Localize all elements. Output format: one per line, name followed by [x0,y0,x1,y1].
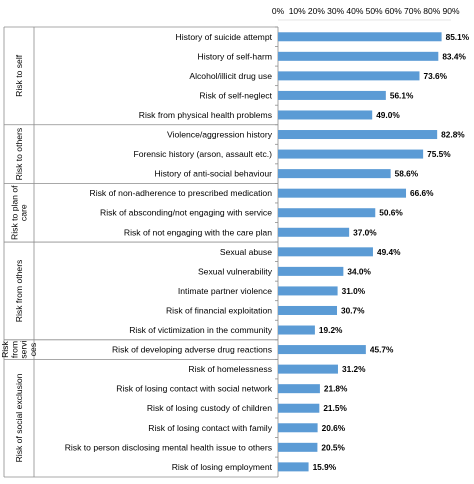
bar [278,384,320,394]
x-tick-label: 50% [366,6,383,16]
value-label: 73.6% [423,71,447,81]
category-label: Alcohol/illicit drug use [189,71,272,81]
value-label: 82.8% [441,130,465,140]
value-label: 83.4% [442,51,466,61]
category-label: Intimate partner violence [178,286,272,296]
value-label: 49.0% [376,110,400,120]
bar [278,149,424,159]
x-tick-label: 10% [289,6,306,16]
bar [278,51,439,61]
category-label: Risk of homelessness [188,364,272,374]
category-label: Risk of developing adverse drug reaction… [112,345,272,355]
value-label: 15.9% [313,462,337,472]
category-label: Risk of financial exploitation [166,305,272,315]
category-label: Risk of losing custody of children [147,403,272,413]
x-tick-label: 70% [404,6,421,16]
value-label: 85.1% [446,32,470,42]
value-labels: 85.1% 83.4% 73.6% 56.1% 49.0% 82.8% 75.5% 58.6%… [313,32,470,472]
value-label: 20.5% [321,442,345,452]
bar [278,305,338,315]
x-tick-label: 90% [442,6,459,16]
category-label: History of suicide attempt [176,32,273,42]
bar [278,462,309,472]
x-tick-label: 60% [385,6,402,16]
bar [278,403,320,413]
x-tick-label: 80% [423,6,440,16]
x-axis-ticks: 0% 10% 20% 30% 40% 50% 60% 70% 80% 90% [272,6,460,16]
value-label: 58.6% [395,169,419,179]
category-label: Forensic history (arson, assault etc.) [133,149,272,159]
category-label: Risk of non-adherence to prescribed medi… [90,188,273,198]
value-label: 49.4% [377,247,401,257]
bar [278,90,386,100]
category-label: Risk from physical health problems [139,110,272,120]
value-label: 45.7% [370,345,394,355]
bar [278,247,373,257]
bar [278,442,318,452]
value-label: 21.8% [324,384,348,394]
value-label: 30.7% [341,305,365,315]
bar [278,130,438,140]
category-label: Risk of victimization in the community [129,325,272,335]
bars [278,32,442,472]
group-label: Risk from others [14,260,24,323]
bar [278,266,344,276]
value-label: 20.6% [322,423,346,433]
bar [278,227,350,237]
bar [278,345,366,355]
bar [278,286,338,296]
group-label: Risk to others [14,128,24,181]
category-label: History of self-harm [198,51,273,61]
group-label: Risk to plan of [9,185,19,240]
category-label: Risk of losing employment [172,462,273,472]
value-label: 66.6% [410,188,434,198]
category-label: Risk of losing contact with family [148,423,272,433]
bar [278,110,373,120]
category-label: Risk of losing contact with social netwo… [116,384,272,394]
category-labels: History of suicide attempt History of sel… [65,32,273,472]
bar [278,32,442,42]
category-label: Sexual vulnerability [198,266,273,276]
value-label: 21.5% [323,403,347,413]
group-label: care [19,204,29,221]
value-label: 37.0% [353,227,377,237]
value-label: 34.0% [347,266,371,276]
value-label: 75.5% [427,149,451,159]
category-label: History of anti-social behaviour [154,169,272,179]
bar [278,169,391,179]
value-label: 31.0% [342,286,366,296]
group-label: from [9,341,19,358]
value-label: 31.2% [342,364,366,374]
value-label: 56.1% [390,90,414,100]
bar [278,423,318,433]
group-labels: Risk to self Risk to others Risk to plan o… [0,54,38,462]
bar [278,71,420,81]
category-label: Risk of absconding/not engaging with ser… [100,208,272,218]
x-tick-label: 0% [272,6,285,16]
value-label: 19.2% [319,325,343,335]
bar [278,325,315,335]
bar [278,364,338,374]
category-label: Sexual abuse [220,247,272,257]
group-label: Risk [0,341,10,358]
bar [278,208,376,218]
x-tick-label: 30% [327,6,344,16]
category-label: Risk of not engaging with the care plan [124,227,272,237]
x-tick-label: 40% [346,6,363,16]
category-label: Risk of self-neglect [199,90,272,100]
group-label: servi [19,340,29,358]
x-tick-label: 20% [308,6,325,16]
category-label: Risk to person disclosing mental health … [65,442,272,452]
value-label: 50.6% [379,208,403,218]
group-label: Risk to self [14,54,24,97]
group-label: Risk of social exclusion [14,373,24,462]
group-label: ces [28,343,38,356]
category-label: Violence/aggression history [167,130,273,140]
bar [278,188,407,198]
